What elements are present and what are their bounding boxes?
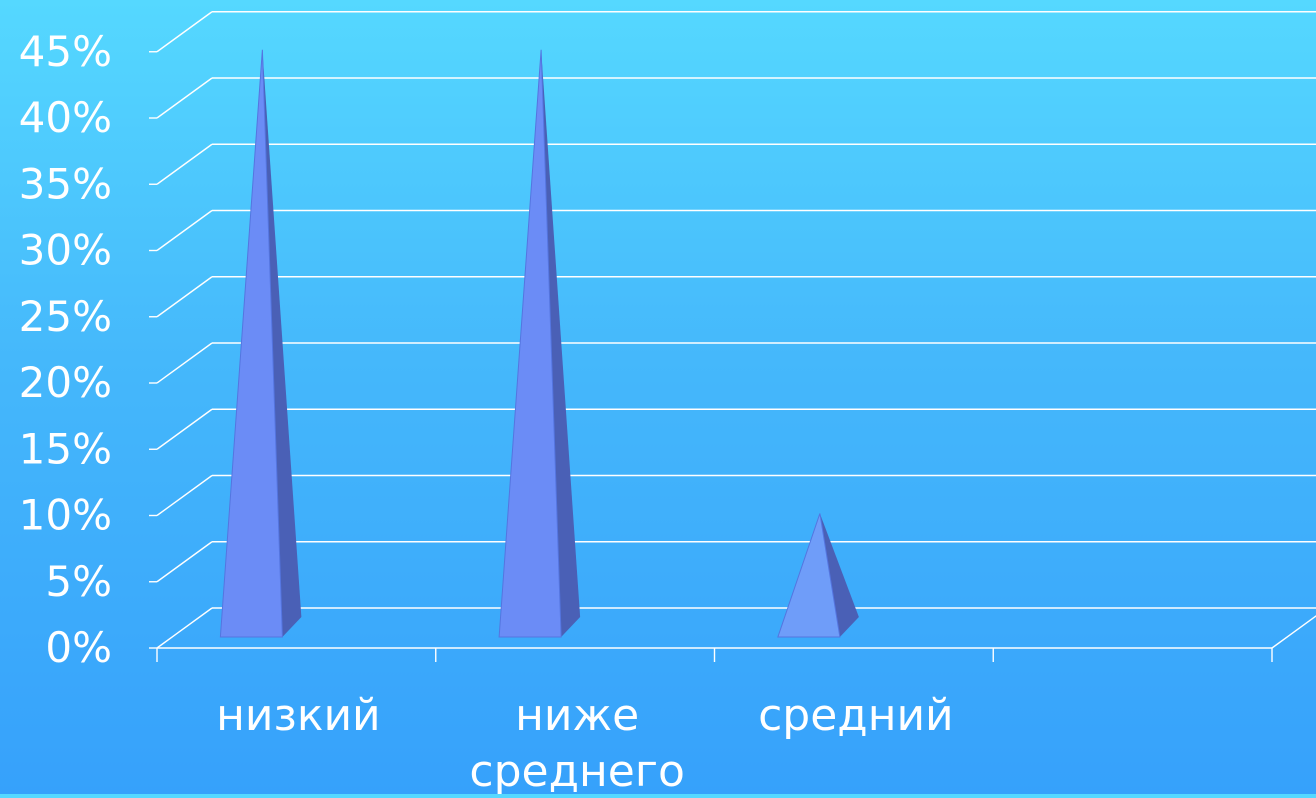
gridline-diagonal (156, 607, 213, 649)
bar-outline (219, 49, 283, 638)
x-tick-label: ниже среднего (469, 690, 685, 794)
x-tick-label-line: низкий (216, 690, 381, 741)
x-tick-label-line: ниже (515, 690, 639, 741)
floor-right-edge (1271, 615, 1316, 649)
gridline-diagonal (156, 474, 213, 517)
bar-side-face (262, 49, 302, 637)
y-tick-label: 35% (19, 159, 112, 208)
x-tick-label: средний (758, 690, 954, 741)
gridline-diagonal (156, 342, 213, 384)
gridline-diagonal (156, 408, 213, 450)
x-tick-label: низкий (216, 690, 381, 741)
y-tick-label: 20% (19, 358, 112, 407)
gridline-diagonal (156, 11, 213, 53)
gridlines (156, 11, 1316, 649)
bar-pyramid (777, 513, 859, 638)
gridline-diagonal (156, 209, 213, 252)
bar-outline (498, 49, 562, 638)
x-tick-label-line: средний (758, 690, 954, 741)
y-tick-label: 15% (19, 424, 112, 473)
labels: 0% 5% 10% 15% 20% 25% 30% 35% 40% 45% низкий ниже ср… (19, 27, 954, 797)
bar-pyramid (498, 49, 581, 638)
bar-pyramid (219, 49, 302, 638)
gridline-diagonal (156, 143, 213, 185)
bar-side-face (541, 49, 581, 637)
bar-side-face (819, 513, 859, 637)
y-tick-label: 10% (19, 491, 112, 540)
y-tick-label: 0% (45, 623, 112, 672)
x-tick-label-line: среднего (469, 746, 685, 794)
y-tick-label: 25% (19, 292, 112, 341)
gridline-diagonal (156, 77, 213, 119)
gridline-diagonal (156, 276, 213, 318)
axes (149, 51, 1316, 662)
bars (219, 49, 859, 638)
gridline-diagonal (156, 541, 213, 583)
y-tick-label: 30% (19, 226, 112, 275)
y-tick-label: 45% (19, 27, 112, 76)
bar-outline (777, 513, 841, 638)
y-tick-label: 5% (45, 557, 112, 606)
y-tick-label: 40% (19, 93, 112, 142)
